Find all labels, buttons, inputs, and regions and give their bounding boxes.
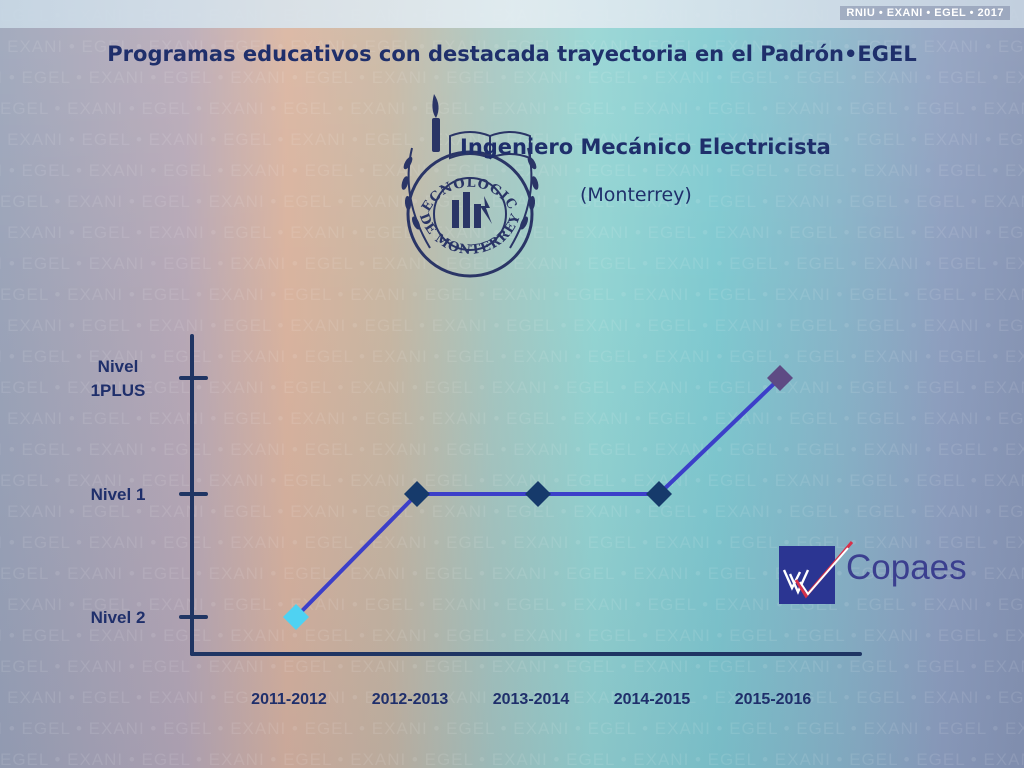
x-tick-label: 2014-2015: [614, 691, 691, 708]
y-tick-label-line: Nivel: [98, 357, 139, 376]
watermark-line: EGEL • EXANI • EGEL • EXANI • EGEL • EXA…: [0, 440, 1024, 459]
x-tick-label: 2015-2016: [735, 691, 812, 708]
y-tick-label: Nivel 1: [91, 485, 146, 504]
watermark-line: EGEL • EXANI • EGEL • EXANI • EGEL • EXA…: [0, 595, 1024, 614]
corner-label: RNIU • EXANI • EGEL • 2017: [840, 6, 1010, 20]
y-tick-label: Nivel 1PLUS: [91, 357, 146, 400]
watermark-line: EGEL • EXANI • EGEL • EXANI • EGEL • EXA…: [0, 316, 1024, 335]
watermark-line: EGEL • EXANI • EGEL • EXANI • EGEL • EXA…: [0, 719, 1024, 738]
watermark-line: EGEL • EXANI • EGEL • EXANI • EGEL • EXA…: [0, 347, 1024, 366]
copaes-wordmark: Copaes: [846, 548, 967, 587]
watermark-line: EGEL • EXANI • EGEL • EXANI • EGEL • EXA…: [0, 750, 1024, 768]
copaes-logo: [779, 541, 854, 604]
chart-axes: [179, 334, 862, 656]
watermark-line: EGEL • EXANI • EGEL • EXANI • EGEL • EXA…: [0, 130, 1024, 149]
watermark-line: EGEL • EXANI • EGEL • EXANI • EGEL • EXA…: [0, 409, 1024, 428]
data-point-marker: [283, 604, 309, 630]
watermark-line: EGEL • EXANI • EGEL • EXANI • EGEL • EXA…: [0, 285, 1024, 304]
watermark-line: EGEL • EXANI • EGEL • EXANI • EGEL • EXA…: [0, 657, 1024, 676]
slide-title: Programas educativos con destacada traye…: [107, 42, 917, 66]
x-axis-labels: 2011-2012 2012-2013 2013-2014 2014-2015 2015…: [251, 691, 811, 708]
data-point-marker: [404, 481, 430, 507]
watermark-line: EGEL • EXANI • EGEL • EXANI • EGEL • EXA…: [0, 502, 1024, 521]
series-group: [283, 365, 793, 630]
x-tick-label: 2013-2014: [493, 691, 570, 708]
data-point-marker: [646, 481, 672, 507]
watermark-line: EGEL • EXANI • EGEL • EXANI • EGEL • EXA…: [0, 471, 1024, 490]
y-axis-labels: Nivel 2 Nivel 1 Nivel 1PLUS: [91, 357, 146, 627]
watermark-line: EGEL • EXANI • EGEL • EXANI • EGEL • EXA…: [0, 192, 1024, 211]
watermark-line: EGEL • EXANI • EGEL • EXANI • EGEL • EXA…: [0, 626, 1024, 645]
watermark-line: EGEL • EXANI • EGEL • EXANI • EGEL • EXA…: [0, 564, 1024, 583]
y-tick-label-line: Nivel 2: [91, 608, 146, 627]
data-point-marker: [767, 365, 793, 391]
watermark-line: EGEL • EXANI • EGEL • EXANI • EGEL • EXA…: [0, 688, 1024, 707]
y-tick-label-line: Nivel 1: [91, 485, 146, 504]
watermark-line: EGEL • EXANI • EGEL • EXANI • EGEL • EXA…: [0, 161, 1024, 180]
watermark-line: EGEL • EXANI • EGEL • EXANI • EGEL • EXA…: [0, 99, 1024, 118]
watermark-line: EGEL • EXANI • EGEL • EXANI • EGEL • EXA…: [0, 533, 1024, 552]
data-point-marker: [525, 481, 551, 507]
tecnologico-de-monterrey-seal: TECNOLOGICO DE MONTERREY: [390, 88, 539, 278]
watermark-line: EGEL • EXANI • EGEL • EXANI • EGEL • EXA…: [0, 68, 1024, 87]
campus-name: (Monterrey): [580, 184, 692, 206]
watermark-line: EGEL • EXANI • EGEL • EXANI • EGEL • EXA…: [0, 223, 1024, 242]
program-name: Ingeniero Mecánico Electricista: [460, 135, 831, 159]
y-tick-label: Nivel 2: [91, 608, 146, 627]
y-tick-label-line: 1PLUS: [91, 381, 146, 400]
x-tick-label: 2011-2012: [251, 691, 327, 708]
watermark-line: EGEL • EXANI • EGEL • EXANI • EGEL • EXA…: [0, 254, 1024, 273]
x-tick-label: 2012-2013: [372, 691, 449, 708]
watermark-line: EGEL • EXANI • EGEL • EXANI • EGEL • EXA…: [0, 37, 1024, 56]
